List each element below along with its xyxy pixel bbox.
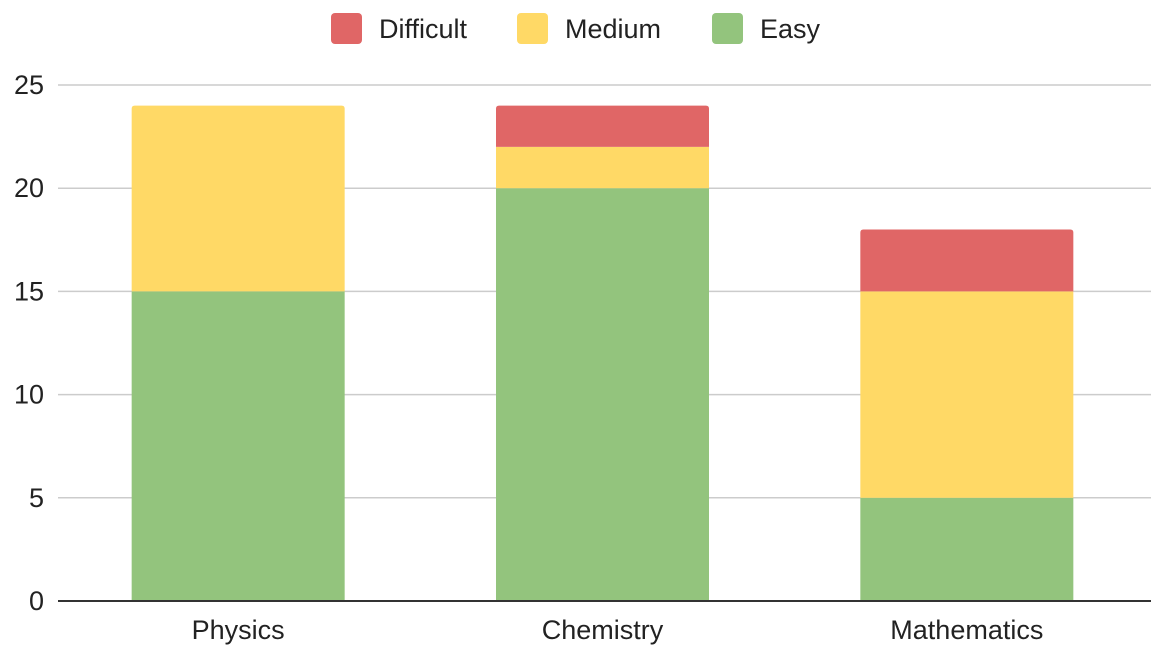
y-tick-label-15: 15 — [14, 276, 44, 306]
legend-label-difficult: Difficult — [379, 14, 468, 44]
bar-mathematics-easy — [860, 497, 1074, 601]
bars — [131, 105, 1074, 601]
bar-chemistry-easy — [496, 188, 709, 601]
bar-chemistry-medium — [496, 146, 709, 189]
x-tick-label-chemistry: Chemistry — [542, 615, 664, 645]
bar-chemistry-difficult — [496, 105, 709, 147]
legend: Difficult Medium Easy — [331, 13, 821, 44]
y-tick-label-0: 0 — [29, 586, 44, 616]
legend-swatch-difficult — [331, 13, 362, 44]
bar-physics-easy — [131, 291, 345, 601]
legend-swatch-medium — [517, 13, 548, 44]
bar-physics-medium — [131, 105, 345, 292]
y-tick-label-25: 25 — [14, 70, 44, 100]
y-tick-label-5: 5 — [29, 483, 44, 513]
y-tick-label-10: 10 — [14, 380, 44, 410]
y-tick-label-20: 20 — [14, 173, 44, 203]
bar-mathematics-medium — [860, 291, 1074, 498]
axes: 0 5 10 15 20 25 Physics Chemistry Mathematics — [14, 70, 1151, 645]
legend-swatch-easy — [712, 13, 743, 44]
x-tick-label-mathematics: Mathematics — [890, 615, 1043, 645]
legend-label-easy: Easy — [760, 14, 821, 44]
bar-mathematics-difficult — [860, 229, 1074, 292]
legend-label-medium: Medium — [565, 14, 661, 44]
x-tick-label-physics: Physics — [192, 615, 285, 645]
